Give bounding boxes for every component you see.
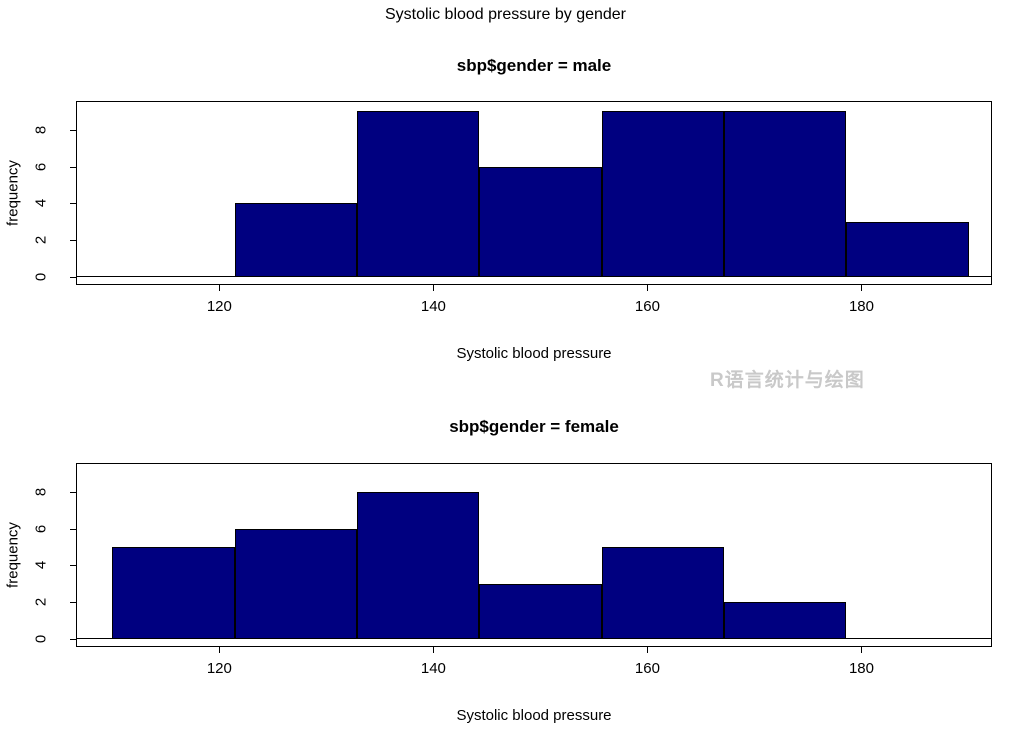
y-axis-label-male: frequency <box>4 160 22 226</box>
x-tick-label: 160 <box>634 660 660 677</box>
y-tick-label: 2 <box>32 598 50 607</box>
x-tick <box>219 646 221 653</box>
y-tick-label: 2 <box>32 236 50 245</box>
y-tick-label: 8 <box>32 487 50 496</box>
histogram-female: 120 140 160 180 0 2 4 6 8 <box>33 463 992 677</box>
histogram-bar-male-5 <box>846 221 969 278</box>
x-tick <box>861 284 863 291</box>
histogram-bar-female-0 <box>112 547 235 640</box>
x-axis-label-male: Systolic blood pressure <box>456 345 612 362</box>
panel-title-male: sbp$gender = male <box>456 56 612 75</box>
y-tick <box>70 639 77 641</box>
x-tick-label: 120 <box>206 298 232 315</box>
watermark-text: R语言统计与绘图 <box>710 370 865 391</box>
x-tick-label: 140 <box>420 660 446 677</box>
histogram-bar-female-3 <box>479 583 602 640</box>
x-tick-label: 140 <box>420 298 446 315</box>
x-axis-label-female: Systolic blood pressure <box>456 707 612 724</box>
histogram-bar-male-4 <box>723 111 847 278</box>
y-tick-label: 4 <box>32 199 50 208</box>
histogram-bar-male-2 <box>479 166 602 278</box>
y-tick-label: 6 <box>32 524 50 533</box>
y-tick-label: 8 <box>32 125 50 134</box>
x-tick <box>433 284 435 291</box>
main-title: Systolic blood pressure by gender <box>384 6 627 23</box>
y-tick <box>70 166 77 168</box>
x-tick <box>647 646 649 653</box>
x-tick <box>219 284 221 291</box>
y-tick <box>70 491 77 493</box>
panel-title-female: sbp$gender = female <box>449 417 619 436</box>
y-tick <box>70 602 77 604</box>
histogram-bar-male-0 <box>234 203 357 278</box>
y-tick <box>70 277 77 279</box>
histogram-male: 120 140 160 180 0 2 4 6 8 <box>33 101 992 315</box>
x-tick <box>647 284 649 291</box>
x-tick-label: 180 <box>848 660 874 677</box>
y-tick <box>70 129 77 131</box>
y-axis-label-female: frequency <box>4 522 22 588</box>
histogram-bar-female-1 <box>234 528 357 640</box>
histogram-bar-female-5 <box>723 602 847 640</box>
x-tick-label: 160 <box>634 298 660 315</box>
histogram-bar-male-1 <box>356 111 480 278</box>
x-tick <box>861 646 863 653</box>
x-tick-label: 180 <box>848 298 874 315</box>
y-tick <box>70 528 77 530</box>
x-tick-label: 120 <box>206 660 232 677</box>
y-tick-label: 6 <box>32 162 50 171</box>
y-tick <box>70 240 77 242</box>
y-tick <box>70 565 77 567</box>
histogram-bar-male-3 <box>601 111 724 278</box>
histogram-bar-female-2 <box>356 491 480 640</box>
histogram-bar-female-4 <box>601 547 724 640</box>
y-tick <box>70 203 77 205</box>
y-tick-label: 0 <box>32 635 50 644</box>
x-tick <box>433 646 435 653</box>
y-tick-label: 0 <box>32 273 50 282</box>
y-tick-label: 4 <box>32 561 50 570</box>
